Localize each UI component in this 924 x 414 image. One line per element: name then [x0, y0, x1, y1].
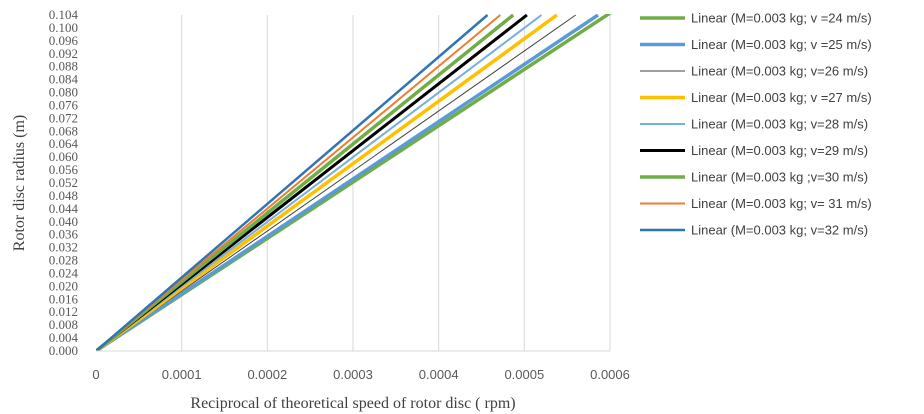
y-tick-labels: 0.0000.0040.0080.0120.0160.0200.0240.028…	[49, 7, 79, 358]
series-line-3	[96, 14, 576, 351]
legend-label: Linear (M=0.003 kg; v =24 m/s)	[691, 11, 872, 26]
y-tick-label: 0.096	[49, 33, 79, 48]
legend: Linear (M=0.003 kg; v =24 m/s) Linear (M=…	[640, 11, 872, 238]
y-tick-label: 0.036	[49, 227, 79, 242]
y-tick-label: 0.060	[49, 149, 78, 164]
y-tick-label: 0.040	[49, 214, 78, 229]
series-line-8	[96, 14, 501, 351]
x-tick-label: 0.0001	[162, 367, 202, 382]
y-tick-label: 0.100	[49, 20, 78, 35]
y-tick-label: 0.048	[49, 188, 78, 203]
legend-label: Linear (M=0.003 kg; v=28 m/s)	[691, 117, 868, 132]
legend-label: Linear (M=0.003 kg; v =25 m/s)	[691, 37, 872, 52]
y-tick-label: 0.028	[49, 253, 78, 268]
series-line-4	[96, 14, 558, 351]
y-tick-label: 0.012	[49, 304, 78, 319]
y-tick-label: 0.088	[49, 59, 78, 74]
y-axis-title: Rotor disc radius (m)	[11, 115, 28, 251]
x-tick-labels: 0 0.0001 0.0002 0.0003 0.0004 0.0005 0.0006	[92, 367, 630, 382]
series-line-9	[96, 14, 489, 351]
y-tick-label: 0.032	[49, 240, 78, 255]
y-tick-label: 0.076	[49, 97, 79, 112]
y-tick-label: 0.080	[49, 85, 78, 100]
y-tick-label: 0.020	[49, 278, 78, 293]
y-tick-label: 0.052	[49, 175, 78, 190]
y-tick-label: 0.072	[49, 110, 78, 125]
x-tick-label: 0	[92, 367, 99, 382]
y-tick-label: 0.084	[49, 72, 79, 87]
legend-label: Linear (M=0.003 kg ;v=30 m/s)	[691, 170, 868, 185]
y-tick-label: 0.056	[49, 162, 79, 177]
series-lines	[96, 14, 611, 351]
y-tick-label: 0.064	[49, 136, 79, 151]
legend-label: Linear (M=0.003 kg; v =27 m/s)	[691, 90, 872, 105]
x-axis-title: Reciprocal of theoretical speed of rotor…	[190, 395, 515, 412]
x-tick-label: 0.0004	[419, 367, 459, 382]
x-tick-label: 0.0002	[247, 367, 287, 382]
legend-label: Linear (M=0.003 kg; v=29 m/s)	[691, 143, 868, 158]
y-tick-label: 0.024	[49, 265, 79, 280]
y-tick-label: 0.092	[49, 46, 78, 61]
y-tick-label: 0.104	[49, 7, 79, 22]
legend-label: Linear (M=0.003 kg; v= 31 m/s)	[691, 196, 872, 211]
x-tick-label: 0.0006	[590, 367, 630, 382]
series-line-2	[96, 14, 599, 351]
x-tick-label: 0.0003	[333, 367, 373, 382]
y-tick-label: 0.000	[49, 343, 78, 358]
y-tick-label: 0.016	[49, 291, 79, 306]
legend-label: Linear (M=0.003 kg; v=32 m/s)	[691, 223, 868, 238]
vertical-gridlines	[181, 15, 611, 351]
legend-label: Linear (M=0.003 kg; v=26 m/s)	[691, 64, 868, 79]
y-tick-label: 0.004	[49, 330, 79, 345]
x-tick-label: 0.0005	[504, 367, 544, 382]
y-tick-label: 0.068	[49, 123, 78, 138]
series-line-7	[96, 14, 515, 351]
y-tick-label: 0.008	[49, 317, 78, 332]
y-tick-label: 0.044	[49, 201, 79, 216]
